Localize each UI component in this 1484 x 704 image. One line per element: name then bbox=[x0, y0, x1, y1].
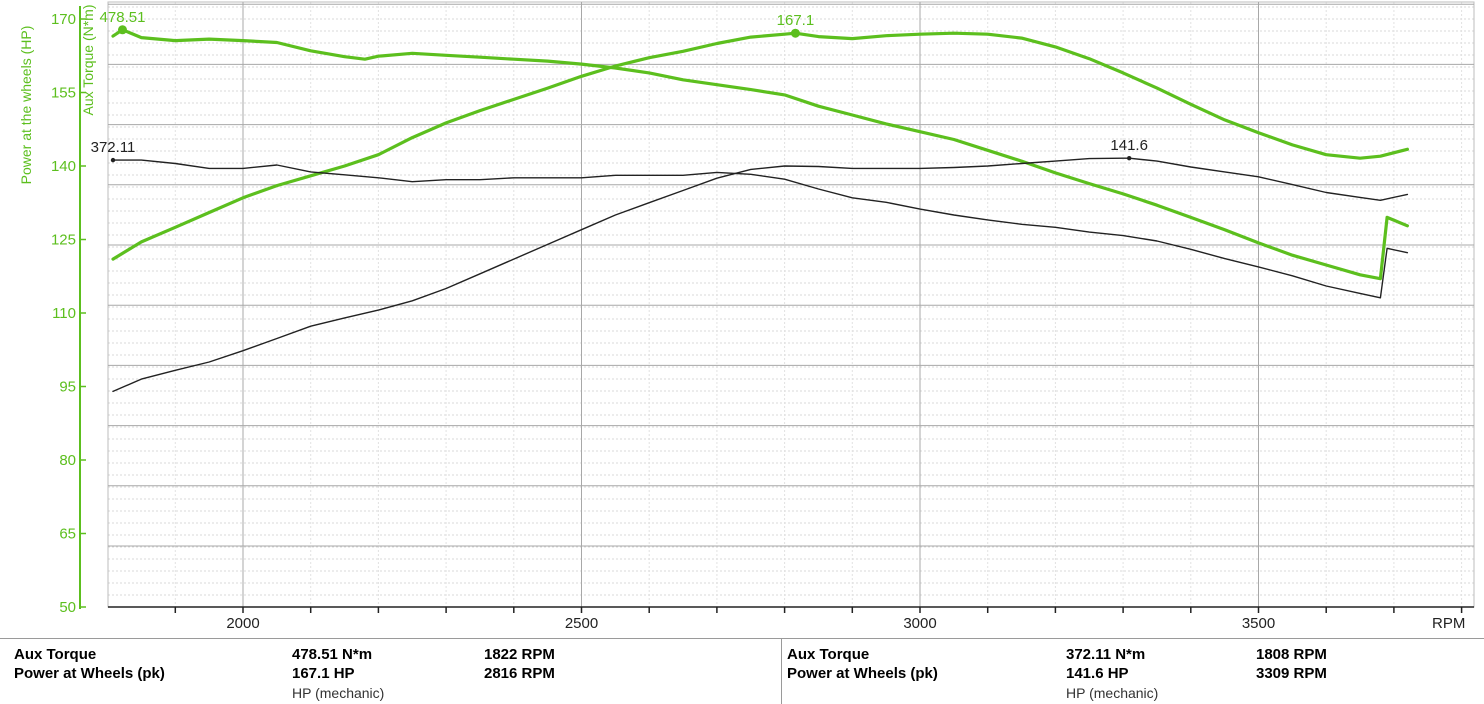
series-group bbox=[111, 28, 1410, 393]
legend-divider bbox=[781, 639, 782, 704]
axes: 50 65 80 95 110 125 140 155 170 2000 2500 3000 3500 bbox=[51, 6, 1474, 632]
x-axis-label: RPM bbox=[1432, 615, 1465, 632]
series-annotation-3: 141.6 bbox=[1110, 137, 1148, 154]
series-line-2 bbox=[112, 159, 1409, 299]
series-marker-2 bbox=[110, 157, 116, 163]
series-marker-1 bbox=[790, 28, 800, 38]
minor-grid bbox=[108, 2, 1474, 607]
legend-left-row2-value: 167.1 HP bbox=[292, 665, 355, 682]
y-tick-label: 80 bbox=[59, 452, 76, 469]
series-annotation-0: 478.51 bbox=[100, 9, 146, 26]
y-tick-label: 65 bbox=[59, 526, 76, 543]
legend-left-row1-rpm: 1822 RPM bbox=[484, 646, 555, 663]
legend-right-row1-value: 372.11 N*m bbox=[1066, 646, 1146, 663]
y-tick-label: 95 bbox=[59, 379, 76, 396]
legend-left-unit: HP (mechanic) bbox=[292, 685, 385, 701]
legend-right-unit: HP (mechanic) bbox=[1066, 685, 1159, 701]
y-tick-label: 155 bbox=[51, 85, 76, 102]
x-tick-label: 3000 bbox=[903, 615, 936, 632]
major-grid bbox=[107, 1, 1475, 608]
x-tick-label: 3500 bbox=[1242, 615, 1275, 632]
y-axis-label-power: Power at the wheels (HP) bbox=[18, 26, 34, 185]
x-tick-label: 2000 bbox=[226, 615, 259, 632]
legend-right-row1-rpm: 1808 RPM bbox=[1256, 646, 1327, 663]
legend-left-row1-name: Aux Torque bbox=[14, 646, 97, 663]
series-annotation-1: 167.1 bbox=[777, 12, 815, 29]
plot-frame bbox=[107, 1, 1475, 608]
legend-right-row1-name: Aux Torque bbox=[787, 646, 870, 663]
legend-right-row2-name: Power at Wheels (pk) bbox=[787, 665, 938, 682]
y-tick-label: 170 bbox=[51, 11, 76, 28]
y-tick-label: 50 bbox=[59, 599, 76, 616]
legend-left-row2-rpm: 2816 RPM bbox=[484, 665, 555, 682]
y-tick-label: 140 bbox=[51, 158, 76, 175]
x-tick-label: 2500 bbox=[565, 615, 598, 632]
y-tick-label: 125 bbox=[51, 232, 76, 249]
legend-panel: Aux Torque 478.51 N*m 1822 RPM Power at … bbox=[0, 638, 1484, 704]
series-line-3 bbox=[112, 157, 1409, 393]
series-marker-3 bbox=[1126, 155, 1132, 161]
y-tick-label: 110 bbox=[52, 305, 76, 322]
series-line-1 bbox=[111, 31, 1410, 261]
series-marker-0 bbox=[117, 25, 127, 35]
annotations-group: 478.51 167.1 372.11 141.6 bbox=[91, 9, 1148, 163]
legend-right-row2-value: 141.6 HP bbox=[1066, 665, 1129, 682]
legend-left-row2-name: Power at Wheels (pk) bbox=[14, 665, 165, 682]
series-line-0 bbox=[111, 28, 1410, 281]
series-annotation-2: 372.11 bbox=[91, 139, 136, 156]
legend-left-row1-value: 478.51 N*m bbox=[292, 646, 373, 663]
legend-right-row2-rpm: 3309 RPM bbox=[1256, 665, 1327, 682]
y-axis-label-torque: Aux Torque (N*m) bbox=[80, 4, 96, 115]
